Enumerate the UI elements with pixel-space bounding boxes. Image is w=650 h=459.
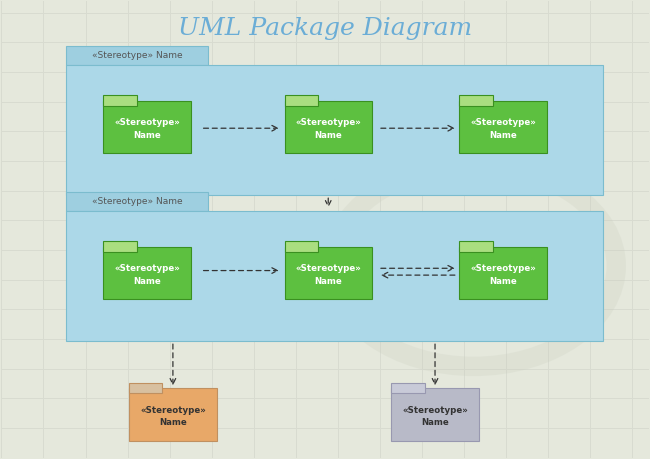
- FancyBboxPatch shape: [66, 46, 209, 65]
- Text: «Stereotype»
Name: «Stereotype» Name: [295, 264, 361, 285]
- Text: «Stereotype»
Name: «Stereotype» Name: [114, 118, 180, 140]
- Text: «Stereotype»
Name: «Stereotype» Name: [295, 118, 361, 140]
- Text: «Stereotype»
Name: «Stereotype» Name: [402, 406, 468, 427]
- FancyBboxPatch shape: [66, 211, 603, 341]
- FancyBboxPatch shape: [460, 241, 493, 252]
- FancyBboxPatch shape: [66, 65, 603, 195]
- FancyBboxPatch shape: [103, 101, 190, 153]
- FancyBboxPatch shape: [391, 388, 478, 441]
- Text: UML Package Diagram: UML Package Diagram: [178, 17, 472, 40]
- Text: «Stereotype»
Name: «Stereotype» Name: [470, 118, 536, 140]
- FancyBboxPatch shape: [66, 192, 209, 211]
- FancyBboxPatch shape: [460, 246, 547, 299]
- Text: «Stereotype»
Name: «Stereotype» Name: [470, 264, 536, 285]
- FancyBboxPatch shape: [129, 383, 162, 393]
- FancyBboxPatch shape: [285, 241, 318, 252]
- FancyBboxPatch shape: [460, 95, 493, 106]
- FancyBboxPatch shape: [103, 241, 136, 252]
- FancyBboxPatch shape: [391, 383, 424, 393]
- FancyBboxPatch shape: [285, 246, 372, 299]
- FancyBboxPatch shape: [285, 95, 318, 106]
- FancyBboxPatch shape: [285, 101, 372, 153]
- Text: «Stereotype»
Name: «Stereotype» Name: [140, 406, 206, 427]
- FancyBboxPatch shape: [129, 388, 216, 441]
- Text: «Stereotype» Name: «Stereotype» Name: [92, 197, 183, 206]
- FancyBboxPatch shape: [103, 246, 190, 299]
- FancyBboxPatch shape: [460, 101, 547, 153]
- Text: «Stereotype»
Name: «Stereotype» Name: [114, 264, 180, 285]
- Text: «Stereotype» Name: «Stereotype» Name: [92, 51, 183, 60]
- FancyBboxPatch shape: [103, 95, 136, 106]
